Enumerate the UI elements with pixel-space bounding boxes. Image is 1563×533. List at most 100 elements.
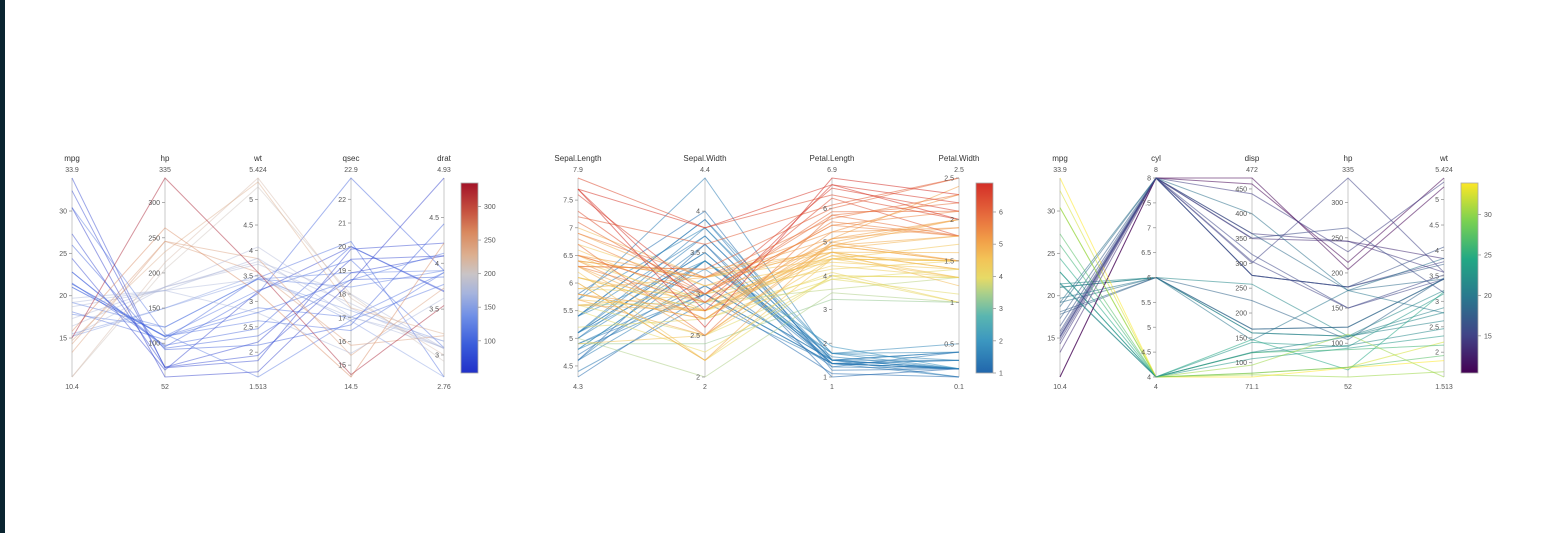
data-line — [71, 274, 445, 378]
data-line — [1059, 177, 1445, 339]
data-line — [577, 235, 960, 320]
data-line — [71, 278, 445, 342]
axis-tick-label: 25 — [1047, 251, 1055, 258]
axis-min-label: 4.3 — [573, 384, 583, 391]
axis-tick-label: 2 — [950, 217, 954, 224]
axis-tick-label: 4.5 — [429, 215, 439, 222]
axis-min-label: 1.513 — [249, 384, 267, 391]
data-line — [577, 177, 960, 245]
axis-tick-label: 4 — [823, 273, 827, 280]
colorbar-tick-label: 2 — [999, 338, 1003, 345]
data-line — [1059, 207, 1445, 378]
data-line — [71, 271, 445, 349]
data-line — [577, 301, 960, 372]
axis-tick-label: 250 — [148, 235, 160, 242]
colorbar-tick-label: 30 — [1484, 212, 1492, 219]
colorbar-gradient — [1460, 182, 1479, 374]
plot-iris-rdylbu[interactable]: Sepal.Length 7.9 4.3 4.5 5 5.5 6 6.5 7 7.5 Sepal.W… — [554, 154, 1003, 391]
axis-tick-label: 3 — [696, 292, 700, 299]
axis-tick-label: 25 — [59, 251, 67, 258]
axis-title: wt — [1439, 154, 1449, 163]
data-line — [71, 190, 445, 368]
axis-tick-label: 2 — [696, 375, 700, 382]
axis-tick-label: 2 — [823, 341, 827, 348]
axis-tick-label: 5.5 — [563, 308, 573, 315]
axis-tick-label: 5.5 — [1141, 300, 1151, 307]
axis-tick-label: 2.5 — [1429, 324, 1439, 331]
axis-min-label: 4 — [1154, 384, 1158, 391]
data-line — [71, 177, 445, 378]
colorbar-tick-label: 4 — [999, 274, 1003, 281]
axis-title: disp — [1245, 154, 1260, 163]
axis-tick-label: 300 — [1235, 261, 1247, 268]
colorbar-tick-label: 200 — [484, 271, 496, 278]
data-line — [577, 235, 960, 370]
axis-tick-label: 4 — [1147, 375, 1151, 382]
axis-tick-label: 3.5 — [690, 250, 700, 257]
axis-tick-label: 5 — [823, 240, 827, 247]
axis-tick-label: 4 — [435, 261, 439, 268]
axis-tick-label: 250 — [1331, 235, 1343, 242]
axis-tick-label: 16 — [338, 339, 346, 346]
axis-max-label: 7.9 — [573, 167, 583, 174]
axis-min-label: 10.4 — [65, 384, 79, 391]
axis-tick-label: 400 — [1235, 211, 1247, 218]
axis-tick-label: 6 — [1147, 275, 1151, 282]
axis-tick-label: 6.5 — [1141, 250, 1151, 257]
axis-tick-label: 30 — [59, 209, 67, 216]
colorbar-tick-label: 100 — [484, 338, 496, 345]
colorbar-tick-label: 1 — [999, 371, 1003, 378]
data-line — [1059, 276, 1445, 337]
colorbar-tick-label: 300 — [484, 204, 496, 211]
data-line — [1059, 276, 1445, 341]
axis-tick-label: 4 — [249, 248, 253, 255]
axis-max-label: 5.424 — [1435, 167, 1453, 174]
axis-tick-label: 3 — [823, 307, 827, 314]
data-line — [71, 270, 445, 328]
axis-tick-label: 200 — [148, 270, 160, 277]
axis-tick-label: 3 — [1435, 299, 1439, 306]
colorbar-gradient — [460, 182, 479, 374]
axis-title: hp — [161, 154, 170, 163]
data-line — [577, 227, 960, 320]
axis-tick-label: 3 — [249, 299, 253, 306]
axis-tick-label: 5 — [569, 336, 573, 343]
axis-tick-label: 300 — [148, 200, 160, 207]
axis-tick-label: 4.5 — [1429, 223, 1439, 230]
axis-min-label: 1.513 — [1435, 384, 1453, 391]
data-line — [577, 258, 960, 362]
axis-tick-label: 2.5 — [243, 324, 253, 331]
plot-mtcars-rdbu[interactable]: mpg33.910.415202530hp3355210015020025030… — [59, 154, 496, 391]
axis-tick-label: 22 — [338, 197, 346, 204]
axis-max-label: 2.5 — [954, 167, 964, 174]
data-line — [1059, 258, 1445, 378]
data-line — [577, 177, 960, 270]
data-line — [71, 233, 445, 368]
axis-tick-label: 21 — [338, 221, 346, 228]
data-line — [577, 194, 960, 279]
plot-mtcars-viridis[interactable]: mpg33.910.415202530cyl8444.555.566.577.5… — [1047, 154, 1492, 391]
data-line — [577, 244, 960, 337]
axis-tick-label: 150 — [148, 306, 160, 313]
data-lines — [71, 177, 445, 378]
axis-tick-label: 17 — [338, 315, 346, 322]
axis-tick-label: 100 — [148, 341, 160, 348]
axis-tick-label: 8 — [1147, 176, 1151, 183]
axis-tick-label: 20 — [59, 293, 67, 300]
colorbar-tick-label: 5 — [999, 242, 1003, 249]
data-line — [577, 177, 960, 329]
axis-min-label: 71.1 — [1245, 384, 1259, 391]
axis-tick-label: 15 — [338, 363, 346, 370]
axis-tick-label: 5 — [1435, 197, 1439, 204]
data-line — [71, 240, 445, 378]
axis-min-label: 52 — [161, 384, 169, 391]
data-line — [71, 177, 445, 369]
data-line — [577, 184, 960, 229]
axis-tick-label: 2.5 — [690, 333, 700, 340]
data-line — [71, 257, 445, 349]
data-line — [71, 223, 445, 351]
axis-tick-label: 19 — [338, 268, 346, 275]
axis-tick-label: 20 — [1047, 293, 1055, 300]
data-line — [577, 227, 960, 320]
